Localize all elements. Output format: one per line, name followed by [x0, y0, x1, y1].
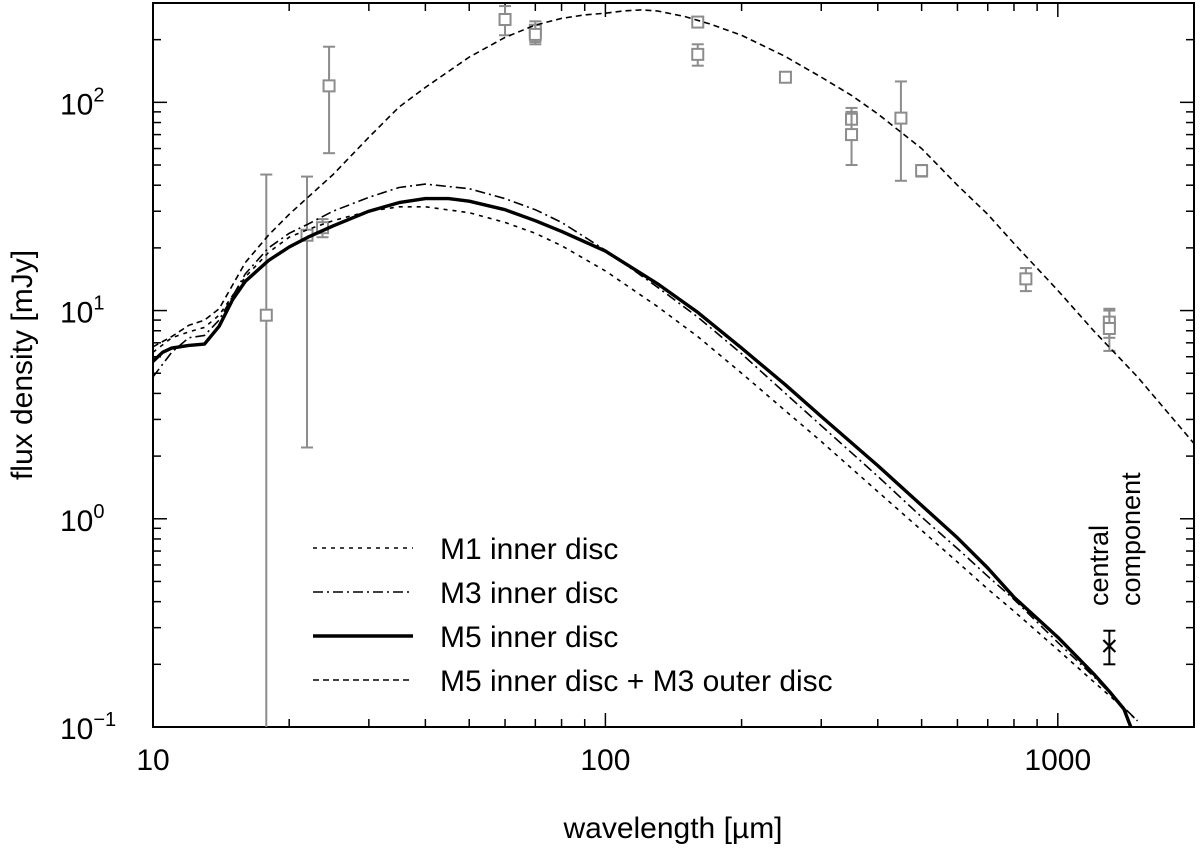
- y-tick-exponent: 2: [93, 84, 104, 106]
- obs-point: [259, 308, 273, 322]
- series-line-dash-dot: [152, 183, 1139, 722]
- series-line-dashed: [152, 9, 1195, 445]
- obs-point: [1102, 322, 1116, 336]
- x-axis-title: wavelength [µm]: [562, 812, 782, 845]
- obs-point: [498, 12, 512, 26]
- y-tick-label: 101: [60, 293, 105, 330]
- central-component-group: central component: [1084, 472, 1146, 666]
- y-tick-exponent: −1: [93, 709, 116, 731]
- plot-frame: [152, 2, 1195, 728]
- y-tick-base: 10: [60, 297, 93, 330]
- y-tick-label: 10−1: [60, 709, 116, 746]
- series-line-dotted: [152, 206, 1139, 722]
- obs-point: [845, 128, 859, 142]
- y-tick-label: 100: [60, 501, 105, 538]
- observations-group: [259, 5, 1116, 727]
- x-tick-label: 100: [580, 744, 630, 777]
- legend-label: M5 inner disc + M3 outer disc: [440, 665, 833, 698]
- y-axis-title: flux density [mJy]: [6, 250, 39, 480]
- y-tick-label: 102: [60, 84, 105, 121]
- x-tick-label: 10: [136, 744, 169, 777]
- obs-point: [894, 111, 908, 125]
- central-label-line1: central: [1084, 525, 1114, 606]
- legend-label: M5 inner disc: [440, 621, 618, 654]
- y-tick-base: 10: [60, 88, 93, 121]
- legend: M1 inner disc M3 inner disc M5 inner disc M…: [313, 533, 833, 698]
- central-label-line2: component: [1116, 472, 1146, 606]
- obs-point: [1019, 272, 1033, 286]
- series-line-solid-thick: [151, 196, 1133, 728]
- obs-point: [691, 47, 705, 61]
- model-curves: [151, 9, 1195, 728]
- y-tick-base: 10: [60, 505, 93, 538]
- x-tick-label: 1000: [1024, 744, 1091, 777]
- obs-point: [778, 70, 792, 84]
- obs-point: [528, 27, 542, 41]
- obs-point: [691, 15, 705, 29]
- y-tick-base: 10: [60, 713, 93, 746]
- x-axis-ticks: 10 100 1000: [136, 3, 1195, 777]
- central-cross-marker: [1102, 639, 1117, 653]
- obs-point: [322, 79, 336, 93]
- legend-label: M1 inner disc: [440, 533, 618, 566]
- obs-point: [915, 164, 929, 178]
- y-tick-exponent: 1: [93, 293, 104, 315]
- y-tick-exponent: 0: [93, 501, 104, 523]
- legend-label: M3 inner disc: [440, 577, 618, 610]
